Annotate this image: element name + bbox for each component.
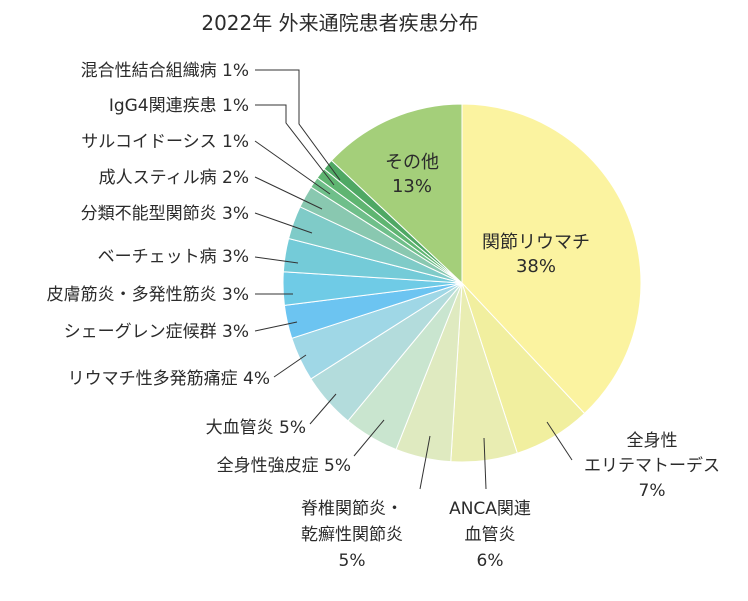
leader-line <box>419 435 431 490</box>
leader-line <box>255 104 335 186</box>
slice-label: ANCA関連血管炎 6% <box>449 499 531 571</box>
slice-label: 分類不能型関節炎 3% <box>81 204 249 224</box>
leader-line <box>273 354 307 378</box>
leader-line <box>255 69 341 181</box>
slice-label: 全身性エリテマトーデス 7% <box>584 431 720 501</box>
chart-title: 2022年 外来通院患者疾患分布 <box>201 11 478 35</box>
leader-line <box>254 212 313 234</box>
leader-lines <box>254 69 573 490</box>
slice-label: その他 13% <box>385 152 439 197</box>
slice-label: 皮膚筋炎・多発性筋炎 3% <box>47 285 249 305</box>
leader-line <box>254 140 331 195</box>
pie-slices <box>282 103 642 463</box>
leader-line <box>254 321 298 332</box>
leader-line <box>254 176 323 210</box>
slice-label: 関節リウマチ 38% <box>482 232 590 277</box>
slice-label: リウマチ性多発筋痛症 4% <box>68 369 270 389</box>
slice-label: 脊椎関節炎・乾癬性関節炎 5% <box>301 499 403 571</box>
slice-label: 混合性結合組織病 1% <box>81 61 249 81</box>
slice-label: 成人スティル病 2% <box>99 168 249 188</box>
leader-line <box>483 437 487 490</box>
pie-slice <box>330 103 463 285</box>
slice-label: サルコイドーシス 1% <box>81 132 249 152</box>
leader-line <box>353 419 385 457</box>
slice-label: シェーグレン症候群 3% <box>64 322 249 342</box>
slice-label: 全身性強皮症 5% <box>217 456 351 476</box>
slice-label: IgG4関連疾患 1% <box>109 96 249 116</box>
leader-line <box>546 421 573 461</box>
slice-labels: 関節リウマチ 38% 全身性エリテマトーデス 7% ANCA関連血管炎 6% 脊椎関節炎・乾… <box>47 61 720 571</box>
pie-slice <box>461 103 642 415</box>
leader-line <box>254 256 299 264</box>
slice-label: 大血管炎 5% <box>206 418 306 438</box>
slice-label: ベーチェット病 3% <box>98 247 249 267</box>
leader-line <box>309 393 337 425</box>
